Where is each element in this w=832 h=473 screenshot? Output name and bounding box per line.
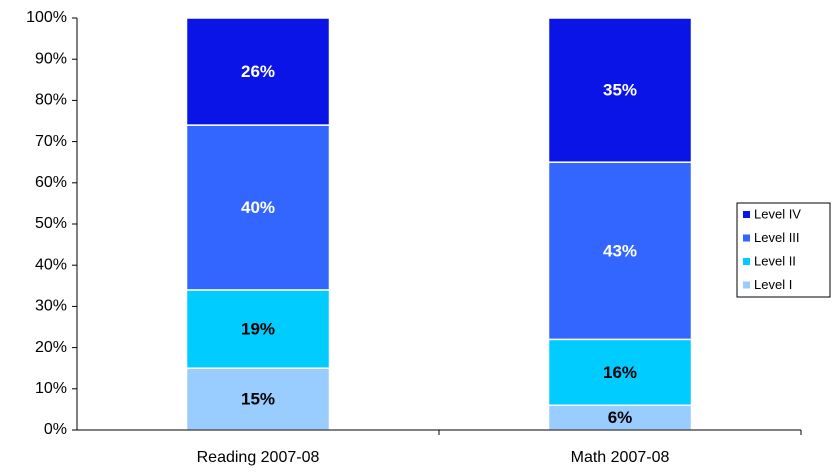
legend-box <box>736 202 831 298</box>
legend-swatch <box>743 234 750 242</box>
legend-label: Level IV <box>754 206 801 221</box>
legend-label: Level II <box>754 253 796 268</box>
y-tick-label: 20% <box>35 339 67 356</box>
y-tick-label: 10% <box>35 380 67 397</box>
bar-segment <box>185 289 331 369</box>
bar-segment <box>547 17 693 163</box>
data-label: 19% <box>241 320 275 339</box>
legend-label: Level III <box>754 230 800 245</box>
y-tick-label: 30% <box>35 298 67 315</box>
legend-swatch <box>743 281 750 289</box>
bar-segment <box>547 404 693 431</box>
data-label: 15% <box>241 390 275 409</box>
x-tick-label: Math 2007-08 <box>571 449 670 466</box>
y-tick-label: 80% <box>35 92 67 109</box>
legend-swatch <box>743 258 750 265</box>
y-tick-label: 60% <box>35 174 67 191</box>
legend-swatch <box>743 211 750 218</box>
bar-segment <box>547 161 693 341</box>
bar-segment <box>185 367 331 431</box>
data-label: 6% <box>608 408 633 427</box>
y-tick-label: 40% <box>35 256 67 273</box>
y-tick-label: 50% <box>35 215 67 232</box>
x-tick-label: Reading 2007-08 <box>197 449 320 466</box>
bar-segment <box>185 124 331 291</box>
data-label: 43% <box>603 241 637 260</box>
bar-segment <box>185 17 331 126</box>
data-label: 26% <box>241 62 275 81</box>
legend-label: Level I <box>754 277 792 292</box>
y-tick-label: 100% <box>26 9 67 26</box>
data-label: 16% <box>603 363 637 382</box>
y-tick-label: 0% <box>44 421 67 438</box>
data-label: 35% <box>603 81 637 100</box>
y-tick-label: 70% <box>35 133 67 150</box>
y-tick-label: 90% <box>35 50 67 67</box>
data-label: 40% <box>241 198 275 217</box>
